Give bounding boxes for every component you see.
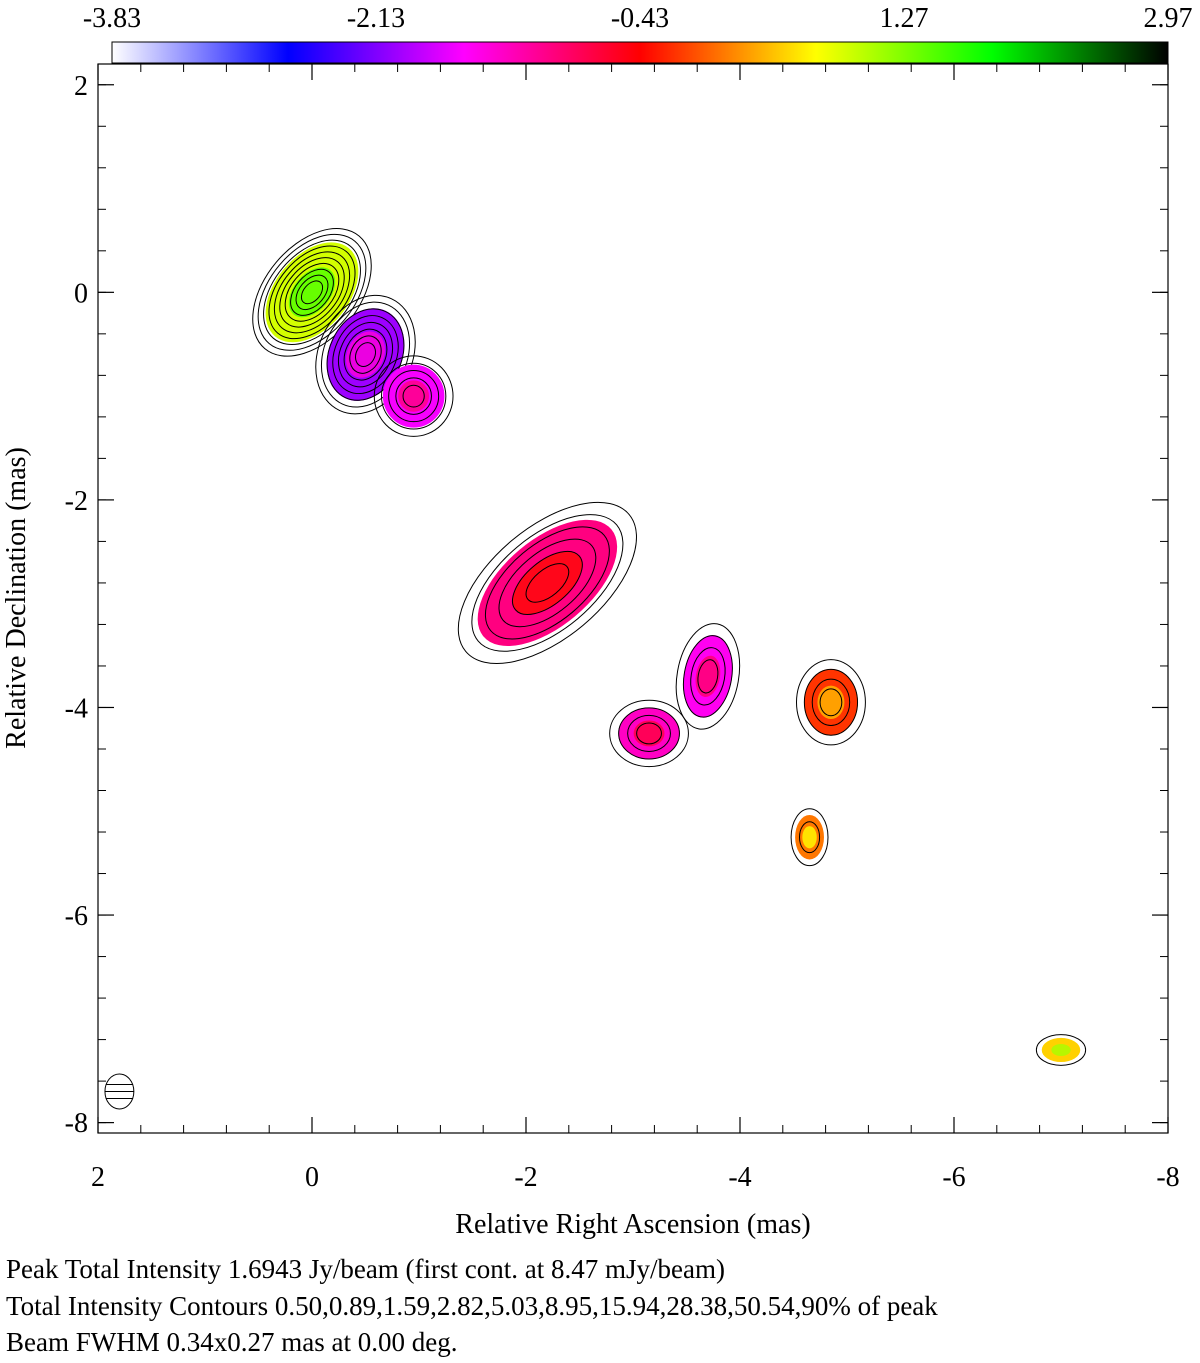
- intensity-contour: [373, 355, 454, 437]
- jet-component-knot1b: [373, 355, 454, 437]
- jet-component-knot3: [675, 623, 741, 730]
- colorbar-ramp: [111, 41, 1169, 64]
- intensity-contour: [609, 699, 689, 768]
- intensity-contour: [380, 362, 447, 430]
- colorbar-tick-label: 1.27: [880, 3, 929, 34]
- x-axis-label: Relative Right Ascension (mas): [455, 1209, 810, 1240]
- spectral-index-core: [817, 685, 845, 719]
- spectral-index-core: [512, 551, 583, 615]
- colorbar-tick-label: -0.43: [611, 3, 669, 34]
- intensity-contour: [457, 501, 637, 665]
- caption-beam: Beam FWHM 0.34x0.27 mas at 0.00 deg.: [6, 1327, 458, 1357]
- intensity-contour: [799, 821, 821, 854]
- x-tick-label: -4: [728, 1162, 751, 1193]
- intensity-contour: [618, 707, 680, 760]
- intensity-contour: [525, 563, 570, 603]
- intensity-contour: [332, 315, 399, 395]
- x-tick-label: -2: [514, 1162, 537, 1193]
- intensity-contour: [819, 688, 843, 717]
- caption-peak-intensity: Peak Total Intensity 1.6943 Jy/beam (fir…: [6, 1254, 725, 1284]
- y-tick-label: 0: [74, 278, 88, 309]
- spectral-index-core: [633, 720, 665, 747]
- colorbar: -3.83 -2.13 -0.43 1.27 2.97: [83, 3, 1193, 64]
- plot-frame: [97, 63, 1169, 1134]
- intensity-contour: [290, 268, 334, 316]
- intensity-contour: [790, 808, 829, 867]
- jet-component-knot7: [1035, 1034, 1087, 1066]
- colorbar-tick-label: -3.83: [83, 3, 141, 34]
- intensity-contour: [300, 280, 324, 305]
- spectral-index-core: [1051, 1043, 1071, 1056]
- beam-ellipse: [104, 1073, 135, 1110]
- y-tick-label: -4: [65, 693, 88, 724]
- intensity-contour: [349, 335, 382, 374]
- intensity-contour: [395, 377, 432, 415]
- intensity-contour: [1035, 1034, 1087, 1066]
- intensity-contour: [284, 262, 340, 322]
- intensity-contour: [388, 370, 440, 423]
- intensity-contour: [636, 722, 662, 745]
- y-tick-label: -8: [65, 1108, 88, 1139]
- y-tick-label: 2: [74, 71, 88, 102]
- intensity-contour: [803, 668, 859, 736]
- jet-component-knot5: [795, 659, 866, 746]
- intensity-contour: [697, 659, 719, 694]
- jet-component-core: [252, 228, 372, 357]
- x-tick-label: 2: [91, 1162, 105, 1193]
- map-layer: [104, 228, 1087, 1110]
- intensity-contour: [402, 384, 425, 408]
- intensity-contour: [257, 233, 367, 351]
- intensity-contour: [795, 659, 866, 746]
- intensity-contour: [273, 251, 351, 334]
- intensity-contour: [484, 526, 610, 640]
- x-tick-label: -8: [1156, 1162, 1179, 1193]
- y-axis-label: Relative Declination (mas): [1, 447, 32, 749]
- intensity-contour: [343, 328, 388, 381]
- jet-component-knot2: [457, 501, 637, 665]
- x-tick-label: 0: [305, 1162, 319, 1193]
- y-tick-label: -6: [65, 901, 88, 932]
- intensity-contour: [268, 245, 356, 340]
- intensity-contour: [295, 274, 329, 311]
- intensity-contour: [690, 647, 726, 706]
- caption-contour-levels: Total Intensity Contours 0.50,0.89,1.59,…: [6, 1291, 938, 1321]
- spectral-index-core: [802, 826, 817, 849]
- colorbar-tick-label: 2.97: [1144, 3, 1193, 34]
- plot-axes: 2 0 -2 -4 -6 -820-2-4-6-8: [65, 63, 1180, 1193]
- intensity-contour: [279, 257, 345, 328]
- intensity-contour: [512, 550, 583, 615]
- x-tick-label: -6: [942, 1162, 965, 1193]
- jet-component-knot6: [790, 808, 829, 867]
- intensity-contour: [675, 623, 741, 730]
- intensity-contour: [354, 342, 377, 368]
- intensity-contour: [811, 678, 851, 726]
- vlbi-spectral-index-map: -3.83 -2.13 -0.43 1.27 2.97 2 0 -2 -4 -6 -820-2-4…: [1, 3, 1193, 1240]
- colorbar-tick-label: -2.13: [347, 3, 405, 34]
- intensity-contour: [682, 635, 733, 718]
- y-tick-label: -2: [65, 486, 88, 517]
- intensity-contour: [498, 538, 597, 628]
- intensity-contour: [627, 714, 671, 752]
- jet-component-knot4: [609, 699, 689, 768]
